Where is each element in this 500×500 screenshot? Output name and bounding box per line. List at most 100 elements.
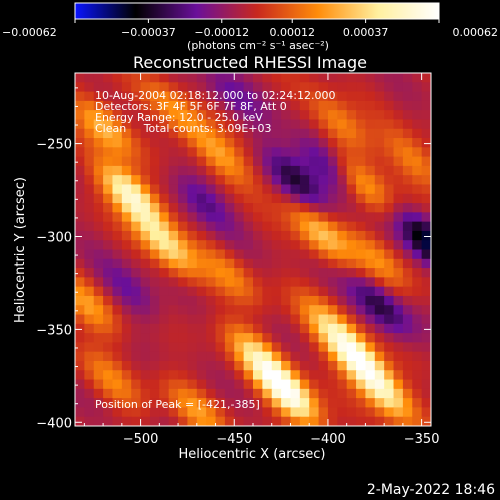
heatmap-cell (309, 156, 320, 167)
heatmap-cell (337, 370, 348, 381)
heatmap-cell (318, 305, 329, 316)
heatmap-cell (140, 277, 151, 288)
heatmap-cell (271, 388, 282, 399)
heatmap-cell (299, 82, 310, 93)
heatmap-cell (131, 230, 142, 241)
heatmap-cell (318, 212, 329, 223)
heatmap-cell (412, 175, 423, 186)
heatmap-cell (178, 110, 189, 121)
heatmap-cell (299, 91, 310, 102)
heatmap-cell (112, 388, 123, 399)
heatmap-cell (215, 128, 226, 139)
heatmap-cell (103, 221, 114, 232)
heatmap-cell (374, 351, 385, 362)
heatmap-cell (75, 147, 85, 158)
heatmap-cell (140, 165, 151, 176)
heatmap-cell (337, 91, 348, 102)
heatmap-cell (103, 379, 114, 390)
heatmap-cell (393, 100, 404, 111)
heatmap-cell (281, 258, 292, 269)
heatmap-cell (168, 416, 179, 426)
heatmap-cell (121, 221, 132, 232)
heatmap-cell (290, 333, 301, 343)
heatmap-cell (178, 295, 189, 306)
heatmap-cell (309, 407, 320, 418)
heatmap-cell (121, 156, 132, 167)
heatmap-cell (187, 323, 198, 334)
heatmap-cell (187, 184, 198, 195)
heatmap-cell (84, 240, 95, 251)
heatmap-cell (327, 147, 338, 158)
heatmap-cell (402, 323, 413, 334)
heatmap-cell (412, 184, 423, 195)
heatmap-cell (103, 230, 114, 241)
heatmap-cell (281, 370, 292, 381)
heatmap-cell (337, 156, 348, 167)
heatmap-cell (149, 221, 160, 232)
heatmap-cell (327, 277, 338, 288)
heatmap-cell (93, 305, 104, 316)
heatmap-cell (187, 240, 198, 251)
heatmap-cell (206, 230, 217, 241)
heatmap-cell (384, 193, 395, 204)
heatmap-cell (234, 147, 245, 158)
heatmap-cell (346, 82, 357, 93)
heatmap-cell (112, 203, 123, 213)
heatmap-cell (159, 268, 170, 278)
heatmap-cell (224, 203, 235, 213)
heatmap-cell (346, 314, 357, 325)
heatmap-cell (318, 165, 329, 176)
heatmap-cell (337, 286, 348, 297)
heatmap-cell (84, 100, 95, 111)
heatmap-cell (262, 314, 273, 325)
heatmap-cell (309, 370, 320, 381)
heatmap-cell (337, 100, 348, 111)
heatmap-cell (356, 100, 367, 111)
heatmap-cell (159, 379, 170, 390)
heatmap-cell (374, 138, 385, 148)
heatmap-cell (131, 416, 142, 426)
heatmap-cell (168, 398, 179, 409)
heatmap-cell (168, 119, 179, 130)
heatmap-cell (337, 416, 348, 426)
heatmap-cell (356, 342, 367, 353)
heatmap-cell (243, 212, 254, 223)
heatmap-cell (299, 73, 310, 83)
heatmap-cell (168, 407, 179, 418)
heatmap-cell (112, 184, 123, 195)
heatmap-cell (309, 110, 320, 121)
heatmap-cell (121, 388, 132, 399)
heatmap-cell (93, 249, 104, 260)
heatmap-cell (365, 277, 376, 288)
heatmap-cell (365, 165, 376, 176)
heatmap-cell (374, 286, 385, 297)
heatmap-cell (224, 119, 235, 130)
heatmap-cell (402, 165, 413, 176)
heatmap-cell (178, 100, 189, 111)
heatmap-cell (271, 360, 282, 371)
heatmap-cell (196, 305, 207, 316)
heatmap-cell (374, 277, 385, 288)
heatmap-cell (187, 295, 198, 306)
heatmap-cell (75, 360, 85, 371)
heatmap-cell (187, 100, 198, 111)
heatmap-cell (421, 388, 431, 399)
heatmap-cell (374, 221, 385, 232)
heatmap-cell (149, 286, 160, 297)
heatmap-cell (121, 212, 132, 223)
x-tick-label: −450 (216, 432, 252, 447)
heatmap-cell (262, 333, 273, 343)
heatmap-cell (281, 333, 292, 343)
heatmap-cell (374, 203, 385, 213)
heatmap-cell (187, 370, 198, 381)
heatmap-cell (374, 240, 385, 251)
heatmap-cell (243, 165, 254, 176)
heatmap-cell (159, 193, 170, 204)
heatmap-cell (402, 314, 413, 325)
heatmap-cell (393, 314, 404, 325)
heatmap-cell (327, 295, 338, 306)
heatmap-cell (168, 277, 179, 288)
heatmap-cell (103, 119, 114, 130)
heatmap-cell (112, 73, 123, 83)
heatmap-cell (421, 295, 431, 306)
